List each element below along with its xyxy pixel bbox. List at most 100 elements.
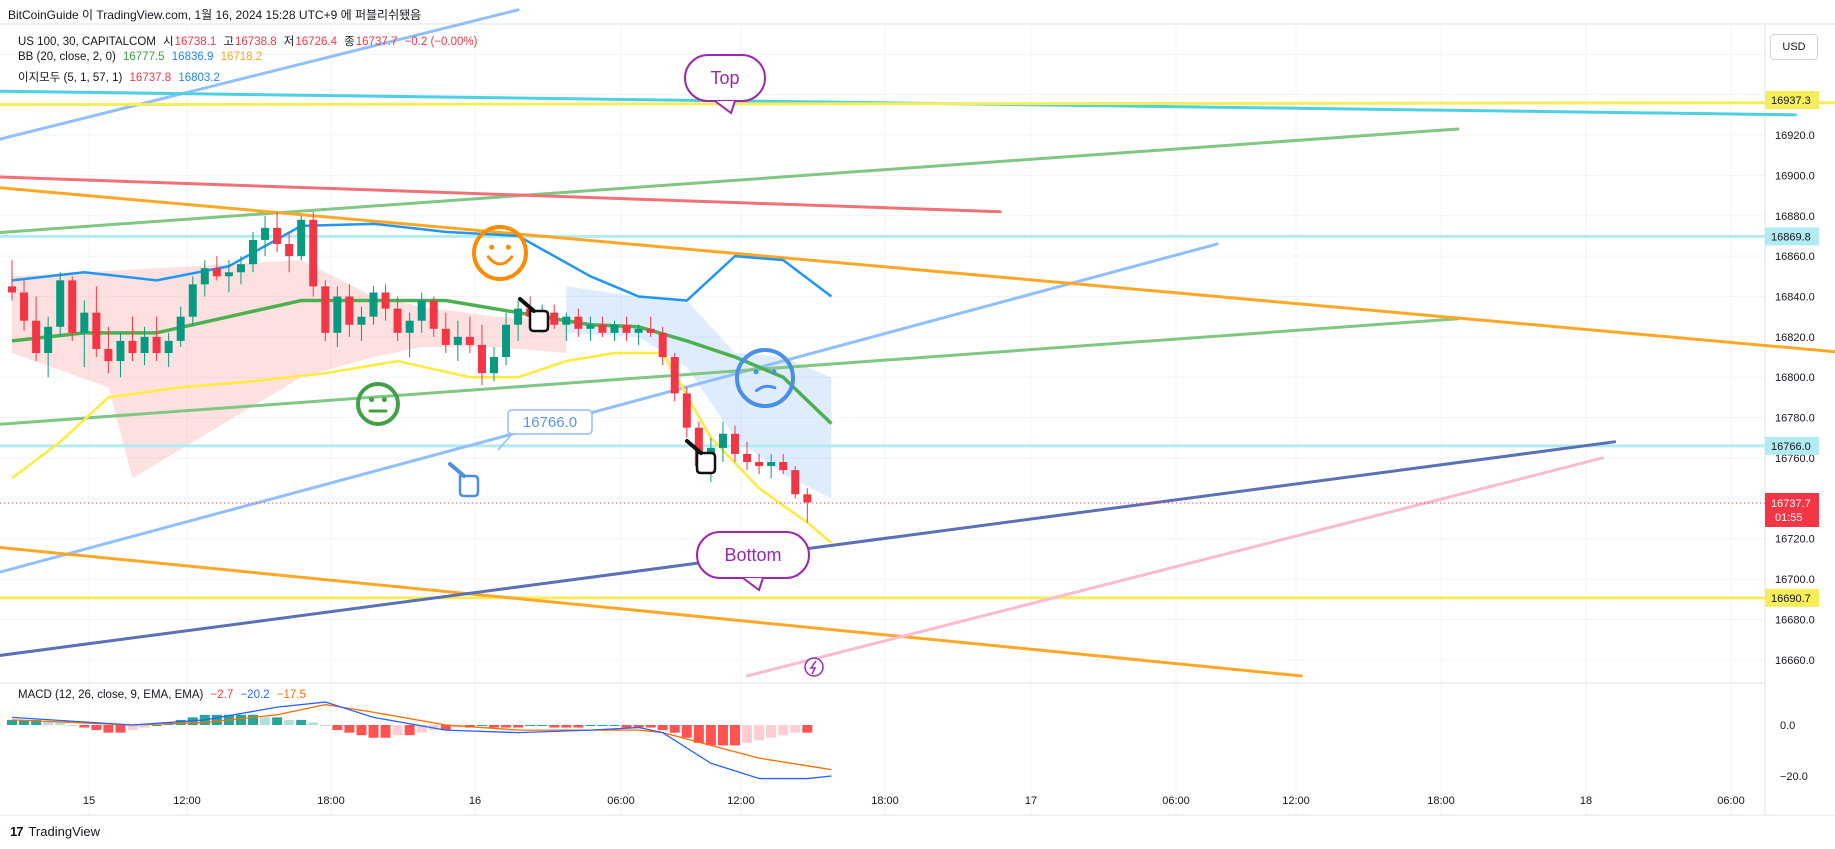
last-price-text: 16737.7 [1771, 498, 1811, 510]
candle-body [381, 292, 390, 309]
candle-body [297, 219, 306, 257]
macd-histogram-bar [416, 725, 427, 733]
macd-histogram-bar [79, 725, 90, 728]
macd-histogram-bar [573, 725, 584, 728]
candle-body [321, 286, 330, 333]
candle-body [273, 227, 282, 245]
macd-histogram-bar [55, 722, 66, 725]
macd-histogram-bar [561, 725, 572, 728]
tradingview-logo[interactable]: 17 TradingView [10, 824, 100, 839]
candle-body [405, 320, 414, 333]
currency-button[interactable]: USD [1770, 34, 1818, 60]
hand-finger [518, 297, 536, 313]
macd-histogram-bar [766, 725, 777, 738]
last-price-badge [1765, 492, 1819, 527]
macd-histogram-bar [320, 725, 331, 726]
candle-body [164, 340, 173, 354]
ma-legend: 이지모두 (5, 1, 57, 1) 16737.8 16803.2 [18, 69, 224, 85]
ma-value-1: 16737.8 [129, 72, 172, 84]
time-tick-label: 12:00 [1282, 795, 1310, 807]
macd-line [11, 701, 832, 780]
price-label-text: 16869.8 [1771, 231, 1811, 243]
time-tick-label: 18:00 [317, 795, 345, 807]
time-tick-label: 18:00 [871, 795, 899, 807]
callout-tail [742, 577, 764, 592]
macd-histogram-bar [549, 725, 560, 728]
sad-face-icon [735, 348, 795, 408]
macd-histogram-bar [43, 721, 54, 725]
candle-body [441, 328, 450, 345]
macd-histogram-bar [380, 725, 391, 738]
price-tick-label: 16800.0 [1775, 372, 1815, 384]
macd-histogram-bar [404, 725, 415, 736]
price-label-text: 16690.7 [1771, 593, 1811, 605]
candle-body [68, 280, 77, 333]
symbol-legend: US 100, 30, CAPITALCOM 시16738.1 고16738.8… [18, 33, 481, 49]
candle-body [176, 316, 185, 341]
time-tick-label: 15 [83, 795, 95, 807]
bb-basis-value: 16777.5 [123, 51, 165, 63]
macd-histogram-bar [778, 725, 789, 736]
open-label: 시 [163, 36, 174, 48]
macd-histogram-bar [476, 725, 487, 726]
candles [8, 211, 812, 523]
macd-histogram-bar [513, 725, 524, 728]
hand-palm [528, 309, 550, 333]
macd-histogram-bar [754, 725, 765, 741]
candle-body [598, 324, 607, 333]
macd-histogram-bar [248, 714, 258, 725]
candle-body [345, 296, 354, 325]
macd-histogram-bar [705, 725, 716, 746]
candle-body [285, 244, 294, 257]
face-outline [472, 225, 528, 281]
macd-histogram-bar [127, 725, 138, 731]
trend-line [0, 127, 1460, 235]
candle-body [658, 332, 667, 358]
macd-histogram-bar [681, 725, 692, 738]
candle-body [249, 239, 257, 265]
hand-palm [458, 474, 480, 498]
macd-histogram-bar [657, 725, 668, 731]
macd-histogram-bar [645, 725, 656, 728]
macd-histogram-bar [272, 717, 283, 725]
low-value: 16726.4 [295, 36, 337, 48]
bb-legend: BB (20, close, 2, 0) 16777.5 16836.9 167… [18, 51, 266, 63]
ma-value-2: 16803.2 [178, 72, 220, 84]
time-tick-label: 12:00 [173, 795, 201, 807]
macd-histogram-bar [802, 725, 813, 733]
macd-histogram-bar [211, 714, 222, 725]
candle-body [20, 292, 29, 321]
macd-histogram-bar [597, 725, 608, 726]
face-mouth [755, 384, 777, 393]
macd-histogram-bar [19, 719, 30, 725]
candle-body [803, 494, 812, 503]
candle-body [502, 324, 511, 358]
price-tick-label: 16660.0 [1775, 655, 1815, 667]
candle-body [212, 268, 221, 277]
macd-histogram-bar [7, 719, 17, 725]
macd-histogram-bar [537, 725, 548, 726]
candle-body [188, 284, 197, 317]
price-tick-label: 16700.0 [1775, 574, 1815, 586]
price-label-badge [1765, 436, 1819, 455]
tv-logo-mark: 17 [10, 824, 24, 839]
open-value: 16738.1 [174, 36, 217, 48]
candle-body [755, 462, 764, 467]
price-tick-label: 16680.0 [1775, 614, 1815, 626]
red-cloud-area [12, 260, 567, 479]
trend-line [0, 546, 1303, 678]
macd-hist-value: −2.7 [210, 689, 234, 701]
candle-body [670, 357, 679, 394]
candle-body [80, 312, 89, 333]
time-tick-label: 06:00 [607, 795, 635, 807]
trend-line [0, 8, 520, 141]
bottom-callout: Bottom [696, 531, 810, 592]
candle-body [128, 340, 137, 354]
face-eye [369, 397, 375, 403]
candle-body [236, 264, 245, 273]
price-label-badge [1765, 91, 1819, 110]
trend-line [745, 456, 1605, 678]
bb-lower-value: 16718.2 [220, 51, 263, 63]
macd-histogram-bar [693, 725, 704, 743]
